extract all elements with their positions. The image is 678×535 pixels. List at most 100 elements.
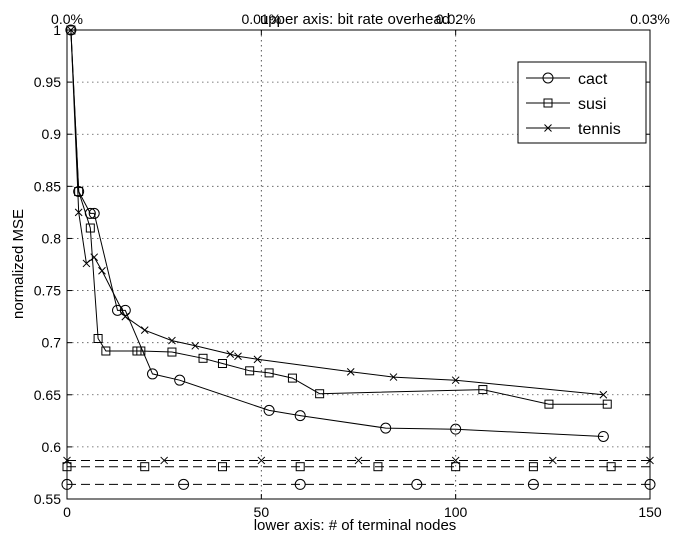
data-point-cact [450, 423, 462, 435]
data-point-cact [119, 304, 131, 316]
series-cact [65, 24, 609, 442]
reference-line-tennis [63, 456, 654, 465]
y-tick-label: 0.7 [42, 335, 62, 351]
x2-tick-label: 0.01% [241, 11, 281, 27]
data-point-susi [245, 366, 255, 376]
x2-tick-label: 0.02% [436, 11, 476, 27]
reference-marker-tennis [354, 456, 363, 465]
data-point-susi [478, 385, 488, 395]
data-point-tennis [168, 336, 176, 345]
data-point-cact [88, 207, 100, 219]
y-tick-label: 0.6 [42, 439, 62, 455]
data-point-tennis [346, 367, 355, 376]
series-susi [66, 25, 612, 409]
reference-marker-cact [178, 478, 190, 490]
legend-marker-susi [543, 98, 553, 108]
data-point-tennis [98, 266, 106, 275]
data-point-susi [544, 399, 554, 409]
x-tick-label: 50 [254, 504, 270, 520]
series-line-cact [70, 29, 604, 437]
reference-marker-cact [61, 478, 73, 490]
data-point-susi [85, 223, 95, 233]
reference-marker-tennis [257, 456, 266, 465]
data-point-tennis [121, 312, 130, 321]
data-point-tennis [226, 350, 235, 358]
data-point-cact [380, 422, 392, 434]
reference-marker-susi [373, 462, 383, 472]
reference-marker-susi [217, 462, 227, 472]
y-tick-label: 1 [53, 22, 61, 38]
data-point-tennis [599, 390, 608, 399]
x-axis-title: lower axis: # of terminal nodes [254, 517, 457, 534]
y-tick-label: 0.85 [34, 178, 61, 194]
reference-marker-tennis [646, 456, 654, 465]
data-point-tennis [451, 376, 460, 385]
legend-entry-susi: susi [526, 96, 606, 113]
legend-label-susi: susi [578, 96, 606, 113]
legend-label-cact: cact [578, 71, 608, 88]
data-point-cact [263, 404, 275, 416]
data-point-susi [198, 353, 208, 363]
data-point-cact [294, 410, 306, 422]
reference-marker-cact [294, 478, 306, 490]
legend-entry-cact: cact [526, 71, 608, 88]
data-point-susi [217, 359, 227, 369]
data-point-cact [174, 374, 186, 386]
reference-marker-cact [644, 478, 656, 490]
x-tick-label: 150 [638, 504, 662, 520]
reference-line-susi [62, 462, 650, 472]
legend: cact susi tennis [517, 61, 647, 144]
data-point-susi [287, 373, 297, 383]
reference-marker-tennis [160, 456, 169, 465]
x2-tick-label: 0.03% [630, 11, 670, 27]
reference-marker-tennis [548, 456, 557, 465]
data-point-tennis [234, 352, 242, 361]
data-point-susi [136, 346, 146, 356]
legend-label-tennis: tennis [578, 121, 621, 138]
data-point-tennis [253, 355, 262, 364]
data-point-susi [93, 333, 103, 343]
data-point-susi [602, 399, 612, 409]
plot-frame [66, 29, 651, 500]
data-point-tennis [82, 259, 91, 268]
data-point-tennis [140, 326, 149, 335]
x2-tick-label: 0.0% [51, 11, 83, 27]
y-tick-label: 0.9 [42, 126, 62, 142]
series-line-susi [70, 29, 608, 405]
reference-marker-susi [451, 462, 461, 472]
legend-entry-tennis: tennis [526, 121, 621, 138]
legend-marker-tennis [544, 124, 552, 132]
reference-marker-cact [527, 478, 539, 490]
data-point-susi [74, 187, 84, 197]
data-point-susi [101, 346, 111, 356]
x2-axis-title: upper axis: bit rate overhead [260, 11, 450, 28]
x-tick-label: 0 [63, 504, 71, 520]
reference-marker-susi [62, 462, 72, 472]
reference-marker-susi [295, 462, 305, 472]
data-point-tennis [67, 26, 75, 34]
data-point-susi [167, 347, 177, 357]
axis-ticks: 0.55 0.6 0.65 0.7 0.75 0.8 0.85 0.9 0.95 1 0 50 100 1… [34, 11, 670, 520]
y-axis-title: normalized MSE [10, 209, 27, 319]
reference-line-cact [61, 478, 656, 490]
data-point-cact [147, 368, 159, 380]
reference-marker-susi [606, 462, 616, 472]
series-tennis [67, 26, 608, 399]
data-point-cact [597, 430, 609, 442]
data-point-susi [264, 368, 274, 378]
y-tick-label: 0.75 [34, 283, 61, 299]
series-line-tennis [70, 29, 604, 396]
data-point-tennis [90, 253, 99, 262]
legend-marker-cact [542, 72, 554, 84]
x-tick-label: 100 [444, 504, 468, 520]
reference-marker-susi [528, 462, 538, 472]
y-tick-label: 0.55 [34, 491, 61, 507]
reference-marker-susi [140, 462, 150, 472]
y-tick-label: 0.95 [34, 74, 61, 90]
data-point-tennis [74, 208, 83, 217]
y-tick-label: 0.65 [34, 387, 61, 403]
data-series [65, 24, 612, 442]
data-point-susi [315, 389, 325, 399]
